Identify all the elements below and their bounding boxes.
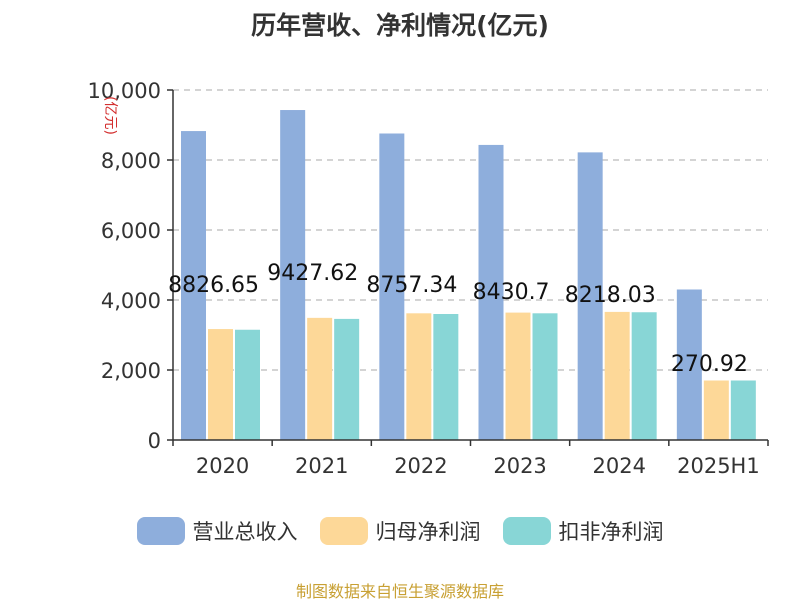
grid-lines bbox=[173, 89, 768, 371]
bar-revenue[interactable] bbox=[478, 144, 504, 440]
bar-revenue[interactable] bbox=[280, 110, 306, 441]
bar-parent-net-profit[interactable] bbox=[505, 312, 531, 440]
data-label: 8430.7 bbox=[473, 280, 550, 305]
bar-deducted-net-profit[interactable] bbox=[433, 314, 459, 440]
bar-parent-net-profit[interactable] bbox=[406, 313, 432, 440]
legend: 营业总收入 归母净利润 扣非净利润 bbox=[0, 516, 800, 546]
data-label: 270.92 bbox=[671, 352, 748, 377]
bar-revenue[interactable] bbox=[379, 133, 405, 440]
bar-deducted-net-profit[interactable] bbox=[730, 380, 756, 441]
data-label: 9427.62 bbox=[267, 261, 358, 286]
data-labels: 8826.65 9427.62 8757.34 8430.7 8218.03 270.92 bbox=[168, 261, 748, 377]
chart-title: 历年营收、净利情况(亿元) bbox=[251, 11, 549, 40]
x-tick-label: 2025H1 bbox=[677, 454, 760, 478]
legend-item-parent-net-profit[interactable]: 归母净利润 bbox=[319, 516, 481, 546]
y-tick-label: 6,000 bbox=[101, 219, 161, 243]
legend-label-parent-net-profit: 归母净利润 bbox=[375, 520, 481, 544]
data-label: 8218.03 bbox=[565, 283, 656, 308]
data-label: 8826.65 bbox=[168, 273, 259, 298]
y-tick-label: 4,000 bbox=[101, 289, 161, 313]
legend-swatch-deducted-net-profit bbox=[502, 517, 551, 545]
bar-revenue[interactable] bbox=[676, 289, 702, 441]
y-axis-unit-label: (亿元) bbox=[102, 96, 118, 135]
y-tick-label: 2,000 bbox=[101, 359, 161, 383]
bar-revenue[interactable] bbox=[181, 131, 206, 440]
legend-item-revenue[interactable]: 营业总收入 bbox=[136, 516, 298, 546]
source-note: 制图数据来自恒生聚源数据库 bbox=[295, 582, 504, 601]
x-tick-label: 2023 bbox=[493, 454, 546, 478]
legend-label-revenue: 营业总收入 bbox=[192, 520, 298, 544]
y-tick-label: 8,000 bbox=[101, 149, 161, 173]
axes: 0 2,000 4,000 6,000 8,000 10,000(亿元) 2020 2021 2… bbox=[88, 79, 769, 478]
bar-deducted-net-profit[interactable] bbox=[235, 329, 260, 440]
bar-parent-net-profit[interactable] bbox=[604, 311, 630, 440]
bar-deducted-net-profit[interactable] bbox=[334, 318, 360, 440]
bar-parent-net-profit[interactable] bbox=[307, 317, 333, 440]
legend-label-deducted-net-profit: 扣非净利润 bbox=[558, 520, 664, 544]
x-tick-label: 2022 bbox=[394, 454, 447, 478]
bar-deducted-net-profit[interactable] bbox=[532, 313, 558, 440]
bar-parent-net-profit[interactable] bbox=[208, 329, 233, 440]
x-tick-label: 2021 bbox=[295, 454, 348, 478]
legend-swatch-parent-net-profit bbox=[319, 517, 368, 545]
bar-parent-net-profit[interactable] bbox=[703, 380, 729, 441]
y-tick-label: 0 bbox=[148, 429, 161, 453]
data-label: 8757.34 bbox=[366, 273, 457, 298]
bar-deducted-net-profit[interactable] bbox=[631, 312, 657, 440]
legend-item-deducted-net-profit[interactable]: 扣非净利润 bbox=[502, 516, 664, 546]
y-tick-label: 10,000 bbox=[88, 79, 161, 103]
bar-revenue[interactable] bbox=[577, 152, 603, 440]
bars bbox=[181, 110, 756, 441]
x-tick-label: 2024 bbox=[593, 454, 646, 478]
legend-swatch-revenue bbox=[136, 517, 185, 545]
x-tick-label: 2020 bbox=[196, 454, 249, 478]
